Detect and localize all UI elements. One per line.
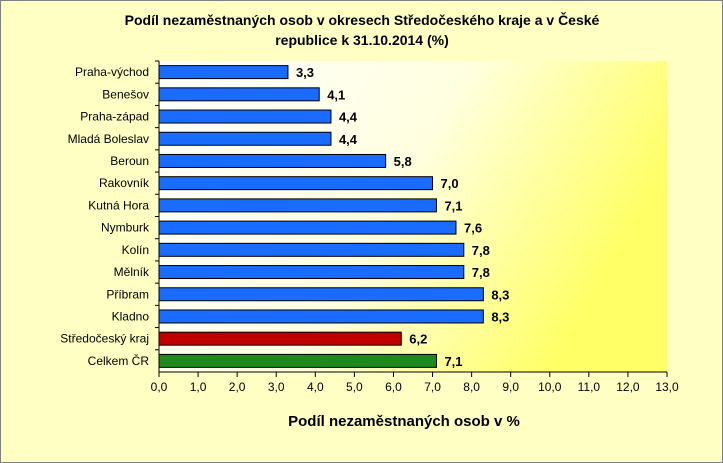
bar <box>158 153 387 168</box>
data-label: 7,1 <box>444 354 462 369</box>
category-label: Kutná Hora <box>88 198 149 212</box>
category-label: Mělník <box>114 265 150 279</box>
x-tick-label: 11,0 <box>578 380 601 394</box>
x-tick-label: 1,0 <box>190 380 207 394</box>
data-label: 4,4 <box>339 110 358 125</box>
x-tick-label: 12,0 <box>616 380 640 394</box>
bar <box>158 109 332 124</box>
x-axis-title: Podíl nezaměstnaných osob v % <box>288 413 520 430</box>
x-tick-label: 8,0 <box>463 380 480 394</box>
bar <box>158 220 457 235</box>
bar <box>158 176 434 191</box>
data-label: 7,8 <box>472 243 490 258</box>
data-label: 3,3 <box>296 65 314 80</box>
data-label: 4,1 <box>327 87 345 102</box>
category-label: Celkem ČR <box>88 353 150 368</box>
data-label: 8,3 <box>491 309 509 324</box>
x-tick-label: 6,0 <box>385 380 402 394</box>
data-label: 7,0 <box>441 176 459 191</box>
bar <box>158 87 320 102</box>
data-label: 8,3 <box>491 287 509 302</box>
category-label: Kolín <box>122 243 149 257</box>
category-label: Mladá Boleslav <box>68 132 149 146</box>
bar <box>158 198 437 213</box>
data-label: 6,2 <box>409 332 427 347</box>
x-tick-label: 4,0 <box>307 380 324 394</box>
plot-area <box>159 61 667 372</box>
data-label: 7,8 <box>472 265 490 280</box>
category-label: Kladno <box>112 309 150 323</box>
category-label: Nymburk <box>101 221 150 235</box>
x-tick-label: 9,0 <box>502 380 519 394</box>
chart-title-line-1: Podíl nezaměstnaných osob v okresech Stř… <box>125 11 600 28</box>
bar <box>158 242 465 257</box>
chart-title-line-2: republice k 31.10.2014 (%) <box>275 32 449 48</box>
bar <box>158 65 289 80</box>
bar <box>158 287 484 302</box>
x-tick-label: 5,0 <box>346 380 363 394</box>
category-label: Beroun <box>110 154 149 168</box>
x-tick-label: 13,0 <box>655 380 679 394</box>
x-tick-label: 7,0 <box>424 380 441 394</box>
bar <box>158 309 484 324</box>
category-label: Příbram <box>106 287 149 301</box>
bar <box>158 331 402 346</box>
category-label: Středočeský kraj <box>60 332 149 346</box>
data-label: 7,1 <box>444 198 462 213</box>
data-label: 4,4 <box>339 132 358 147</box>
category-label: Praha-východ <box>75 65 149 79</box>
category-label: Praha-západ <box>80 110 149 124</box>
data-label: 7,6 <box>464 221 482 236</box>
category-label: Rakovník <box>99 176 150 190</box>
bar <box>158 353 437 368</box>
x-tick-label: 10,0 <box>538 380 562 394</box>
x-tick-label: 0,0 <box>151 380 168 394</box>
x-tick-label: 3,0 <box>268 380 285 394</box>
bar <box>158 131 332 146</box>
x-tick-label: 2,0 <box>229 380 246 394</box>
data-label: 5,8 <box>394 154 412 169</box>
bar <box>158 265 465 280</box>
axes-layer: Praha-východ Benešov Praha-západ Mladá Bole… <box>60 60 679 394</box>
category-label: Benešov <box>102 87 149 101</box>
